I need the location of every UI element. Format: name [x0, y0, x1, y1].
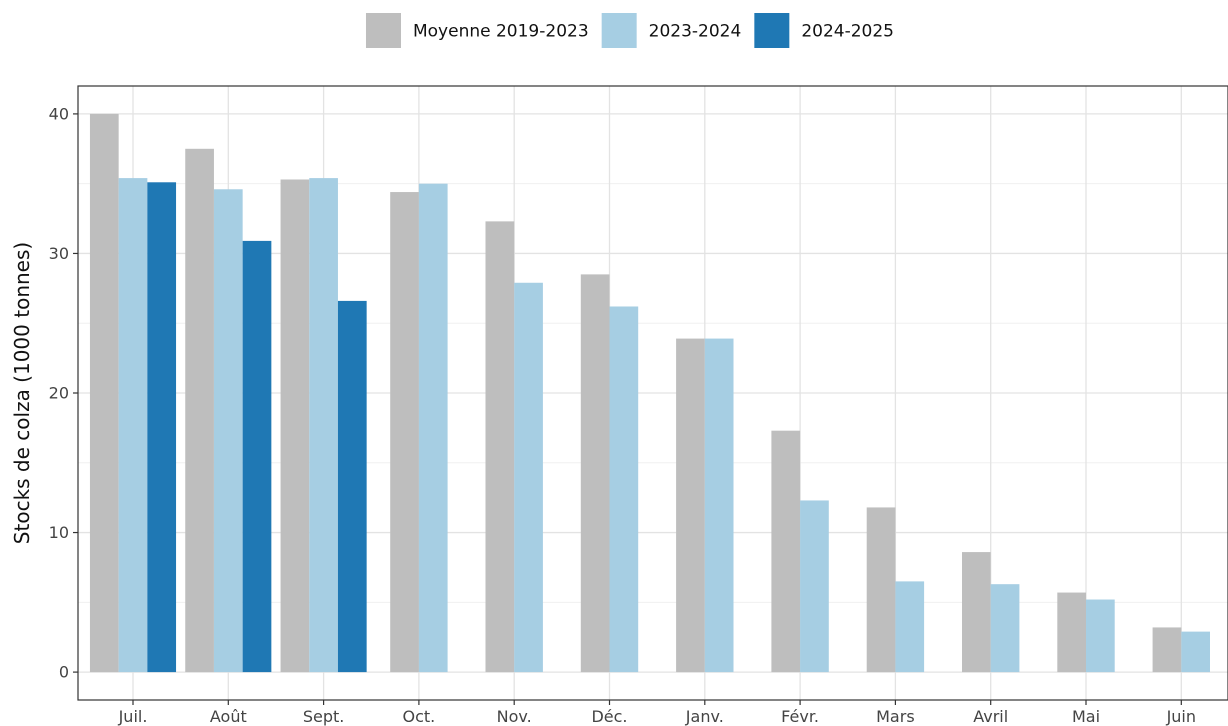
y-tick-label: 0: [59, 663, 69, 682]
y-tick-label: 20: [49, 384, 69, 403]
y-tick-label: 30: [49, 244, 69, 263]
bar: [580, 274, 610, 673]
x-tick-label: Juin: [1166, 707, 1196, 726]
x-tick-label: Mai: [1072, 707, 1100, 726]
y-tick-label: 10: [49, 523, 69, 542]
y-axis-label: Stocks de colza (1000 tonnes): [10, 242, 34, 544]
bar: [280, 179, 310, 673]
x-tick-label: Janv.: [685, 707, 724, 726]
bar: [704, 338, 734, 673]
bars: [89, 113, 1210, 673]
x-tick-label: Août: [210, 707, 247, 726]
x-tick-label: Nov.: [497, 707, 532, 726]
bar: [990, 584, 1020, 673]
x-tick-label: Juil.: [118, 707, 148, 726]
x-tick-label: Oct.: [403, 707, 436, 726]
bar: [866, 507, 896, 673]
bar: [242, 240, 272, 673]
legend-key: [365, 13, 401, 48]
legend-label: 2024-2025: [801, 22, 894, 42]
legend-key: [601, 13, 637, 48]
bar: [1152, 627, 1182, 673]
x-tick-label: Avril: [973, 707, 1008, 726]
y-axis: 0 10 20 30 40: [49, 104, 78, 682]
x-tick-label: Mars: [876, 707, 915, 726]
legend: Moyenne 2019-2023 2023-2024 2024-2025: [365, 13, 894, 48]
bar: [418, 183, 448, 673]
bar: [800, 500, 829, 673]
y-tick-label: 40: [49, 104, 69, 123]
bar: [676, 338, 705, 673]
bar: [1086, 599, 1115, 673]
bar: [609, 306, 639, 673]
bar: [185, 148, 214, 673]
bar: [118, 178, 148, 673]
bar: [309, 178, 338, 673]
bar: [89, 113, 119, 673]
legend-key: [754, 13, 790, 48]
legend-label: 2023-2024: [649, 22, 742, 42]
bar: [1057, 592, 1086, 673]
bar: [514, 282, 543, 673]
bar: [1181, 631, 1210, 673]
bar: [390, 192, 419, 673]
x-tick-label: Sept.: [303, 707, 345, 726]
x-tick-label: Févr.: [781, 707, 819, 726]
bar: [962, 552, 991, 673]
bar: [337, 300, 367, 673]
plot-area: [77, 85, 1228, 701]
x-tick-label: Déc.: [591, 707, 627, 726]
bar: [771, 430, 801, 673]
x-axis: Juil. Août Sept. Oct. Nov. Déc. Janv. Févr. Mars…: [118, 700, 1196, 726]
bar: [147, 182, 177, 673]
bar: [213, 189, 243, 673]
legend-label: Moyenne 2019-2023: [413, 22, 589, 42]
bar: [895, 581, 925, 673]
bar: [485, 221, 515, 673]
